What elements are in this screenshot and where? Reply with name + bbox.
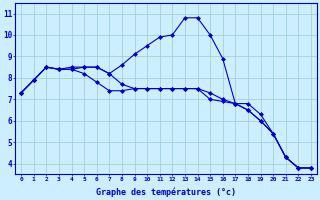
X-axis label: Graphe des températures (°c): Graphe des températures (°c) — [96, 188, 236, 197]
